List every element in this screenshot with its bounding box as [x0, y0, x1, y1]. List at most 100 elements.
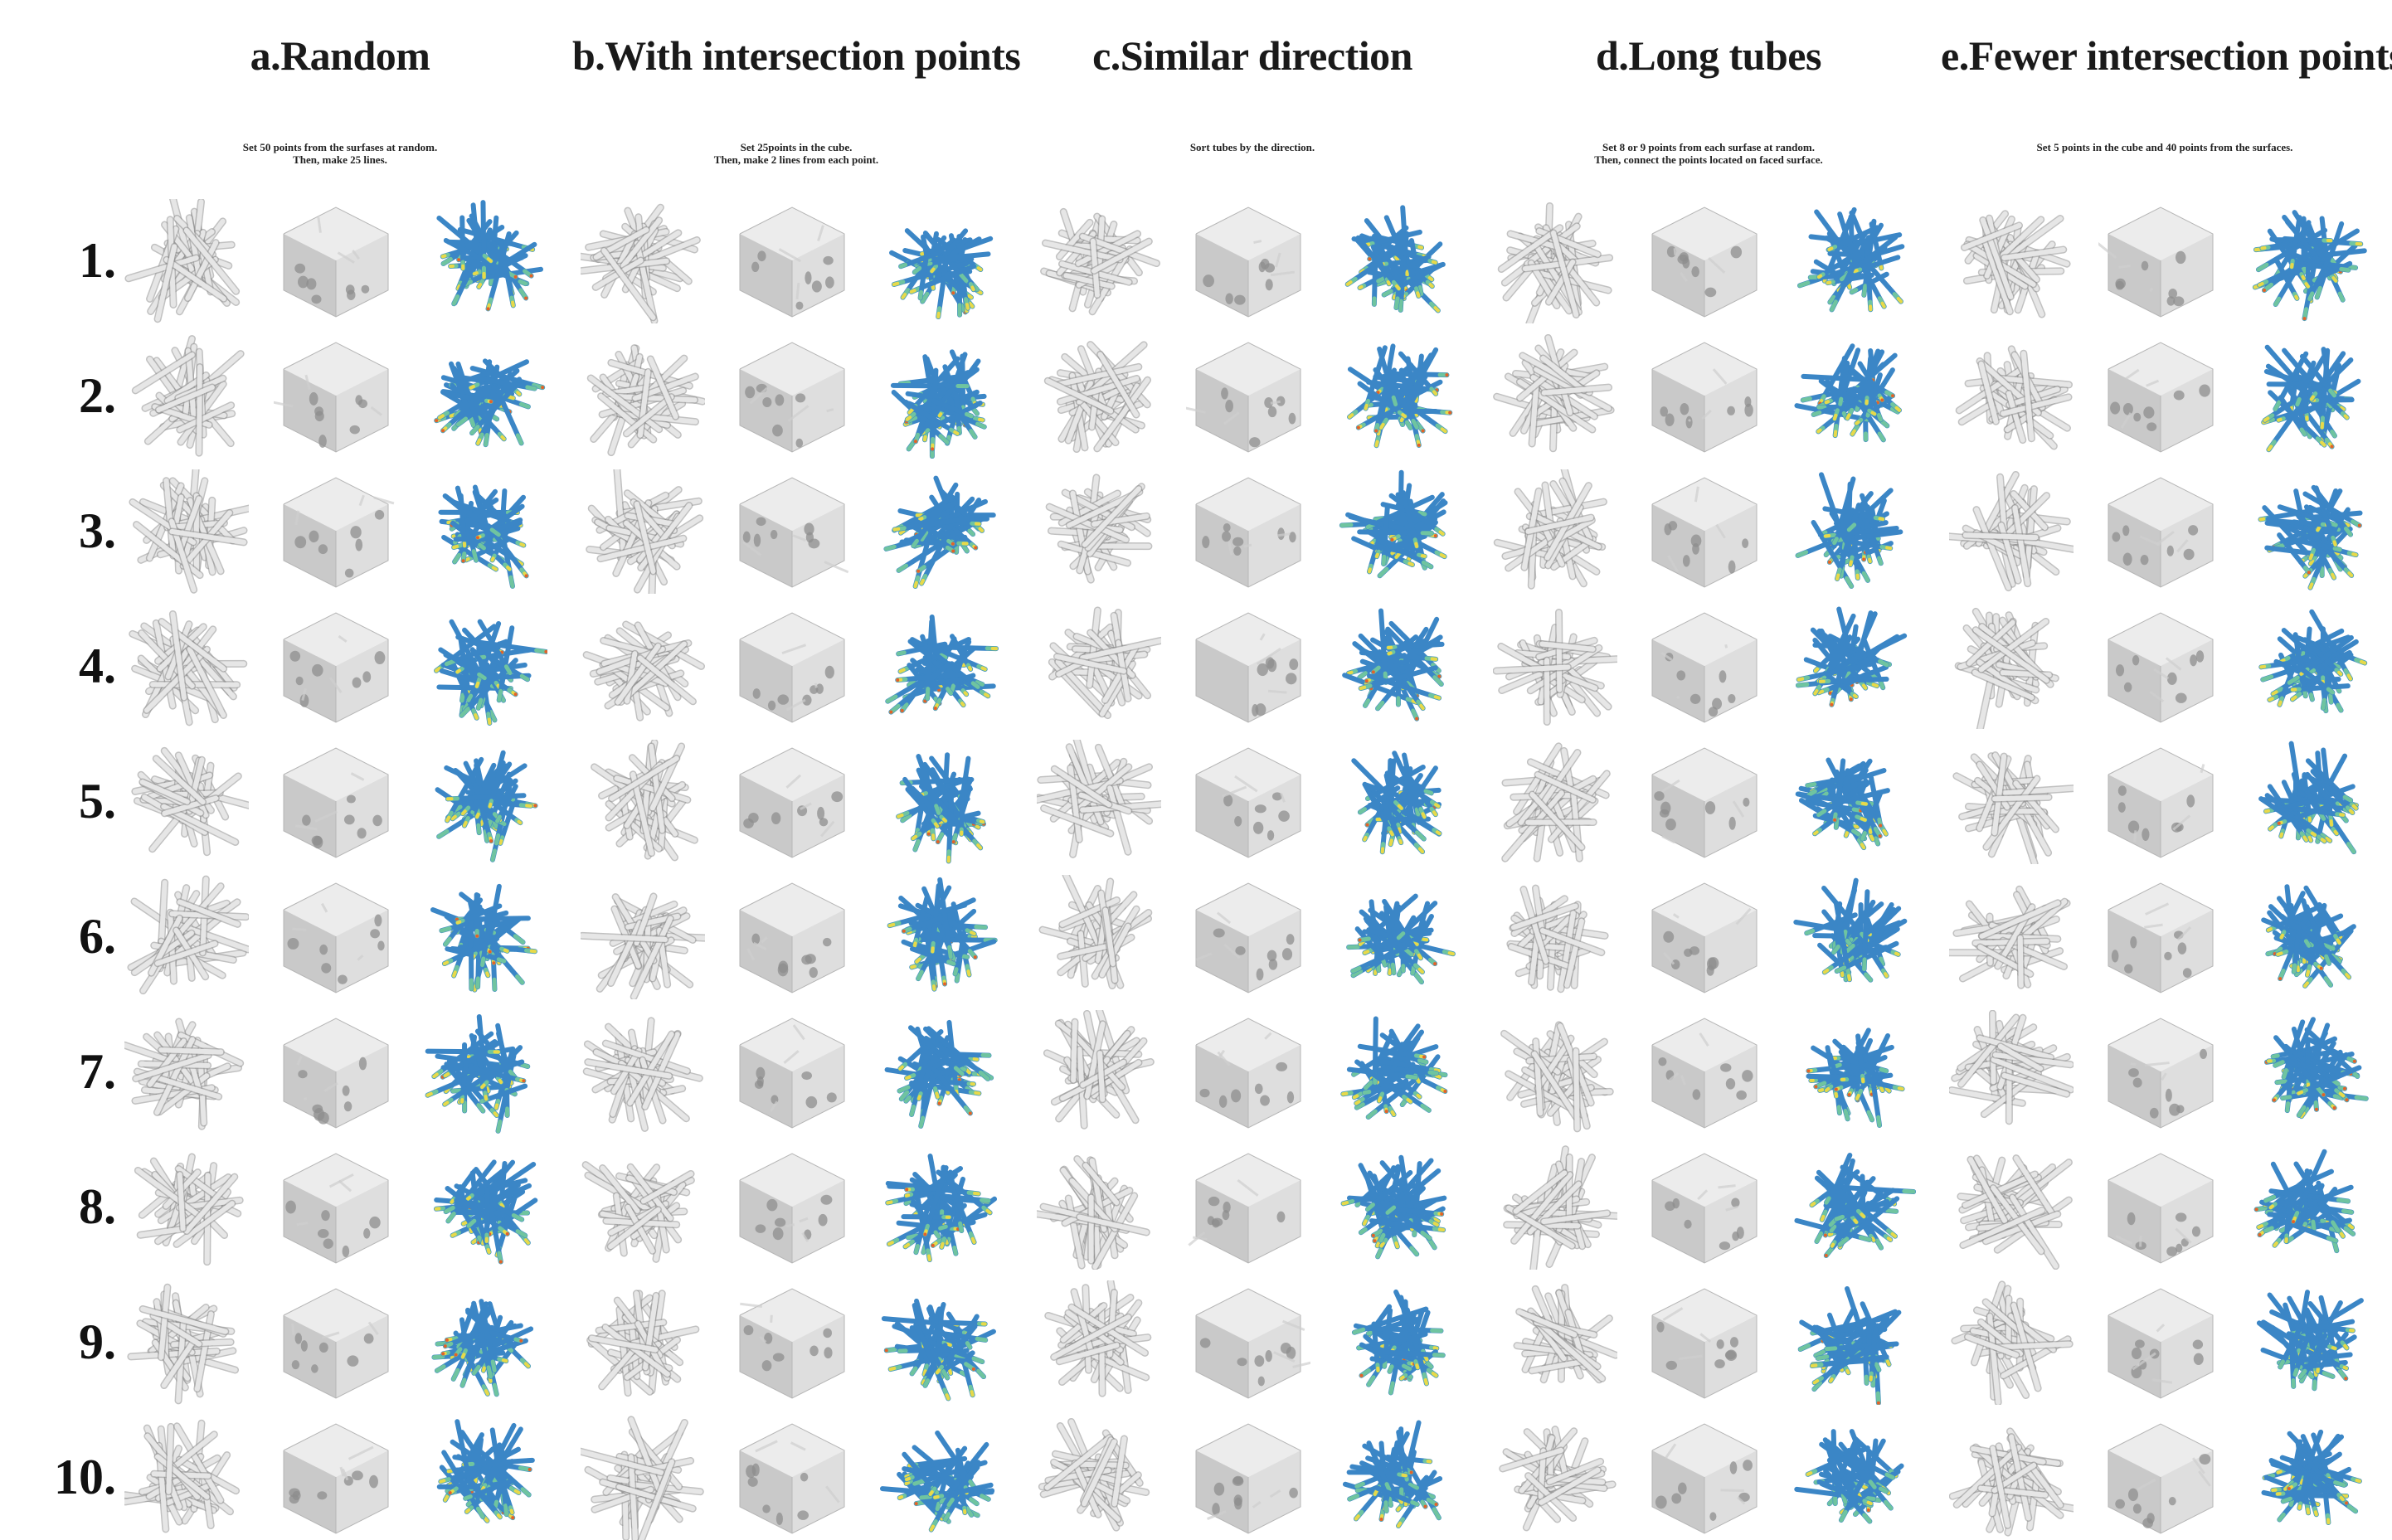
column-note-e: Set 5 points in the cube and 40 points f…: [1941, 141, 2389, 153]
column-note-b: Set 25points in the cube.Then, make 2 li…: [572, 141, 1020, 166]
stress-colormap-thumbnail: [879, 334, 1004, 459]
stress-colormap-render: [1335, 605, 1460, 729]
cube-solid-render: [274, 1416, 398, 1540]
cube-solid-thumbnail: [1642, 1010, 1767, 1134]
tube-network-thumbnail: [581, 1280, 705, 1405]
tube-network-thumbnail: [1493, 469, 1617, 594]
tube-network-thumbnail: [1493, 1010, 1617, 1134]
cube-solid-thumbnail: [274, 334, 398, 459]
stress-colormap-render: [1792, 334, 1916, 459]
cube-solid-thumbnail: [730, 1280, 854, 1405]
stress-colormap-render: [879, 1416, 1004, 1540]
cube-solid-render: [730, 740, 854, 864]
stress-colormap-thumbnail: [1335, 199, 1460, 323]
cube-solid-render: [730, 605, 854, 729]
stress-colormap-thumbnail: [1792, 1010, 1916, 1134]
tube-network-thumbnail: [1037, 334, 1161, 459]
column-note-line: Set 25points in the cube.: [572, 141, 1020, 153]
tube-network-thumbnail: [1037, 469, 1161, 594]
stress-colormap-render: [879, 740, 1004, 864]
cube-solid-render: [1186, 1280, 1310, 1405]
cube-solid-render: [730, 1280, 854, 1405]
cube-solid-render: [1642, 469, 1767, 594]
tube-network-thumbnail: [1949, 199, 2074, 323]
cube-solid-render: [274, 875, 398, 999]
stress-colormap-thumbnail: [423, 875, 547, 999]
tube-network-thumbnail: [124, 1416, 249, 1540]
cube-solid-thumbnail: [274, 605, 398, 729]
cube-solid-render: [1186, 740, 1310, 864]
cube-solid-render: [2098, 1010, 2223, 1134]
cube-solid-thumbnail: [1186, 199, 1310, 323]
row-label: 7.: [0, 1043, 116, 1100]
cube-solid-thumbnail: [274, 875, 398, 999]
column-title-d: d.Long tubes: [1485, 32, 1933, 80]
tube-network-render: [581, 1010, 705, 1134]
cube-solid-thumbnail: [1186, 605, 1310, 729]
cube-solid-render: [730, 334, 854, 459]
cube-solid-thumbnail: [1186, 1010, 1310, 1134]
stress-colormap-render: [2248, 1145, 2372, 1270]
tube-network-thumbnail: [581, 1145, 705, 1270]
tube-network-render: [1493, 199, 1617, 323]
cube-solid-thumbnail: [1642, 875, 1767, 999]
stress-colormap-thumbnail: [879, 1280, 1004, 1405]
cube-solid-thumbnail: [730, 1010, 854, 1134]
column-note-line: Then, make 2 lines from each point.: [572, 153, 1020, 166]
cube-solid-render: [274, 334, 398, 459]
stress-colormap-render: [423, 469, 547, 594]
stress-colormap-thumbnail: [423, 605, 547, 729]
stress-colormap-thumbnail: [1335, 875, 1460, 999]
stress-colormap-thumbnail: [423, 1416, 547, 1540]
stress-colormap-thumbnail: [1335, 334, 1460, 459]
stress-colormap-thumbnail: [879, 1145, 1004, 1270]
cube-solid-render: [1186, 1145, 1310, 1270]
tube-network-thumbnail: [1949, 334, 2074, 459]
stress-colormap-render: [1792, 1010, 1916, 1134]
stress-colormap-render: [1335, 1145, 1460, 1270]
cube-solid-thumbnail: [1642, 199, 1767, 323]
tube-network-render: [124, 1145, 249, 1270]
tube-network-render: [1949, 469, 2074, 594]
stress-colormap-render: [423, 1145, 547, 1270]
stress-colormap-render: [1335, 1416, 1460, 1540]
stress-colormap-render: [1335, 875, 1460, 999]
column-note-line: Set 8 or 9 points from each surfase at r…: [1485, 141, 1933, 153]
stress-colormap-thumbnail: [879, 1010, 1004, 1134]
cube-solid-render: [2098, 469, 2223, 594]
cube-solid-render: [1642, 1280, 1767, 1405]
tube-network-render: [581, 1145, 705, 1270]
cube-solid-thumbnail: [730, 199, 854, 323]
column-note-line: Then, connect the points located on face…: [1485, 153, 1933, 166]
cube-solid-thumbnail: [1186, 1145, 1310, 1270]
tube-network-thumbnail: [1493, 740, 1617, 864]
tube-network-render: [1037, 1145, 1161, 1270]
row-label: 9.: [0, 1314, 116, 1371]
stress-colormap-render: [1335, 1010, 1460, 1134]
tube-network-thumbnail: [1037, 605, 1161, 729]
stress-colormap-thumbnail: [423, 1145, 547, 1270]
tube-network-render: [581, 605, 705, 729]
stress-colormap-render: [2248, 1280, 2372, 1405]
cube-solid-render: [2098, 875, 2223, 999]
tube-network-render: [124, 605, 249, 729]
column-note-a: Set 50 points from the surfases at rando…: [116, 141, 564, 166]
cube-solid-render: [2098, 1145, 2223, 1270]
tube-network-thumbnail: [124, 605, 249, 729]
tube-network-render: [1493, 740, 1617, 864]
tube-network-thumbnail: [1949, 1416, 2074, 1540]
tube-network-render: [1949, 605, 2074, 729]
cube-solid-thumbnail: [730, 875, 854, 999]
stress-colormap-render: [1792, 740, 1916, 864]
tube-network-render: [1037, 334, 1161, 459]
tube-network-render: [1949, 334, 2074, 459]
stress-colormap-thumbnail: [2248, 1280, 2372, 1405]
stress-colormap-thumbnail: [879, 1416, 1004, 1540]
cube-solid-thumbnail: [730, 1416, 854, 1540]
cube-solid-thumbnail: [1186, 875, 1310, 999]
cube-solid-thumbnail: [274, 1416, 398, 1540]
stress-colormap-thumbnail: [423, 1280, 547, 1405]
stress-colormap-render: [2248, 875, 2372, 999]
tube-network-thumbnail: [1949, 1010, 2074, 1134]
cube-solid-render: [274, 1280, 398, 1405]
